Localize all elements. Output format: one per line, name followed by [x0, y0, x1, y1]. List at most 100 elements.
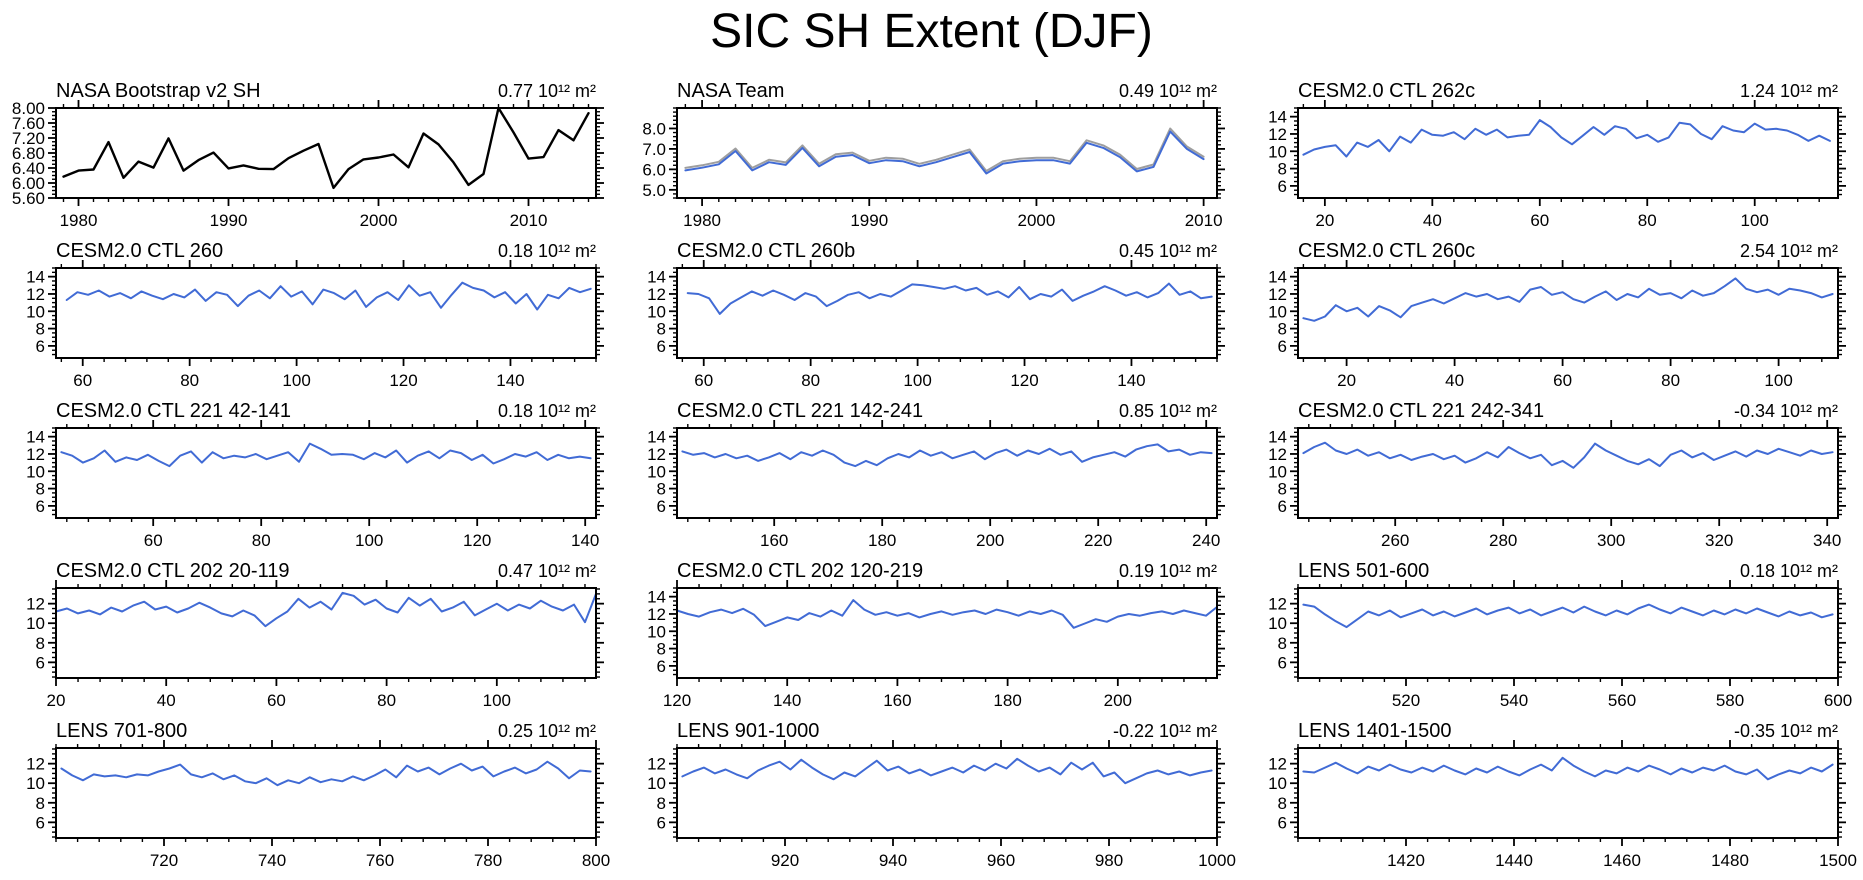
- data-line: [686, 282, 1213, 315]
- svg-text:14: 14: [1268, 108, 1287, 127]
- svg-text:2010: 2010: [510, 211, 548, 230]
- svg-text:960: 960: [987, 851, 1015, 870]
- svg-text:10: 10: [26, 614, 45, 633]
- svg-text:120: 120: [389, 371, 417, 390]
- svg-text:140: 140: [571, 531, 599, 550]
- svg-text:60: 60: [1553, 371, 1572, 390]
- panel-trend-annotation: -0.34 10¹² m²: [1733, 401, 1838, 421]
- chart-panel: CESM2.0 CTL 260 0.18 10¹² m² 60 80 100 120 1…: [0, 232, 621, 392]
- data-line: [62, 106, 590, 190]
- svg-text:8: 8: [1278, 794, 1287, 813]
- axis-ticks: [48, 260, 604, 366]
- svg-text:740: 740: [258, 851, 286, 870]
- svg-text:80: 80: [1638, 211, 1657, 230]
- panel-trend-annotation: 0.47 10¹² m²: [497, 561, 596, 581]
- svg-text:14: 14: [26, 268, 45, 287]
- svg-text:8: 8: [36, 320, 45, 339]
- svg-text:1500: 1500: [1819, 851, 1857, 870]
- svg-text:12: 12: [647, 755, 666, 774]
- panel-trend-annotation: 0.18 10¹² m²: [497, 401, 596, 421]
- panel-title: CESM2.0 CTL 260b: [677, 240, 856, 262]
- svg-text:12: 12: [26, 285, 45, 304]
- svg-text:10: 10: [1268, 614, 1287, 633]
- svg-text:6: 6: [36, 653, 45, 672]
- chart-panel: CESM2.0 CTL 262c 1.24 10¹² m² 20 40 60 80 10…: [1242, 72, 1863, 232]
- svg-text:100: 100: [1764, 371, 1792, 390]
- svg-text:280: 280: [1489, 531, 1517, 550]
- panel-trend-annotation: 0.85 10¹² m²: [1118, 401, 1217, 421]
- panel-grid: NASA Bootstrap v2 SH 0.77 10¹² m² 1980 19…: [0, 72, 1863, 872]
- svg-text:1980: 1980: [683, 211, 721, 230]
- svg-text:12: 12: [647, 445, 666, 464]
- panel-title: CESM2.0 CTL 221 42-141: [56, 400, 291, 422]
- axis-ticks: [669, 740, 1225, 846]
- svg-text:10: 10: [26, 774, 45, 793]
- panel-header: LENS 1401-1500 -0.35 10¹² m²: [1298, 720, 1838, 743]
- panel-trend-annotation: 0.18 10¹² m²: [1739, 561, 1838, 581]
- axis-frame: [676, 587, 1218, 679]
- svg-text:60: 60: [694, 371, 713, 390]
- chart-panel: CESM2.0 CTL 221 242-341 -0.34 10¹² m² 26…: [1242, 392, 1863, 552]
- data-line: [676, 599, 1218, 629]
- panel-trend-annotation: 0.49 10¹² m²: [1118, 81, 1217, 101]
- svg-text:10: 10: [1268, 774, 1287, 793]
- svg-text:260: 260: [1381, 531, 1409, 550]
- svg-text:20: 20: [1315, 211, 1334, 230]
- svg-text:2000: 2000: [360, 211, 398, 230]
- chart-panel: CESM2.0 CTL 202 20-119 0.47 10¹² m² 20 40…: [0, 552, 621, 712]
- svg-text:12: 12: [1268, 285, 1287, 304]
- chart-panel: LENS 901-1000 -0.22 10¹² m² 920 940 960 980…: [621, 712, 1242, 872]
- svg-text:8: 8: [657, 640, 666, 659]
- svg-text:8: 8: [1278, 160, 1287, 179]
- panel-header: CESM2.0 CTL 260 0.18 10¹² m²: [56, 240, 596, 263]
- svg-text:6: 6: [36, 813, 45, 832]
- svg-text:60: 60: [1530, 211, 1549, 230]
- svg-text:80: 80: [1661, 371, 1680, 390]
- axis-frame: [676, 267, 1218, 359]
- panel-trend-annotation: 0.19 10¹² m²: [1118, 561, 1217, 581]
- svg-text:540: 540: [1500, 691, 1528, 710]
- svg-text:12: 12: [1268, 595, 1287, 614]
- plot-lines: [1302, 756, 1834, 781]
- axis-ticks: [669, 260, 1225, 366]
- data-line: [1302, 119, 1831, 158]
- svg-text:60: 60: [73, 371, 92, 390]
- svg-text:720: 720: [150, 851, 178, 870]
- panel-title: CESM2.0 CTL 202 120-219: [677, 560, 924, 582]
- panel-header: CESM2.0 CTL 202 120-219 0.19 10¹² m²: [677, 560, 1217, 583]
- axis-labels: 1980 1990 2000 2010 5.0 6.07.0 8.0: [642, 119, 1222, 230]
- svg-text:160: 160: [883, 691, 911, 710]
- svg-text:8.00: 8.00: [12, 99, 45, 118]
- svg-text:100: 100: [282, 371, 310, 390]
- svg-text:12: 12: [647, 605, 666, 624]
- plot-lines: [684, 127, 1205, 175]
- svg-text:600: 600: [1824, 691, 1852, 710]
- panel-header: LENS 501-600 0.18 10¹² m²: [1298, 560, 1838, 583]
- axis-frame: [1297, 587, 1839, 679]
- data-line: [1302, 756, 1834, 781]
- svg-text:8: 8: [1278, 480, 1287, 499]
- svg-text:8: 8: [657, 320, 666, 339]
- axis-frame: [1297, 747, 1839, 839]
- svg-text:100: 100: [355, 531, 383, 550]
- panel-title: CESM2.0 CTL 202 20-119: [56, 560, 290, 582]
- chart-panel: NASA Bootstrap v2 SH 0.77 10¹² m² 1980 19…: [0, 72, 621, 232]
- panel-trend-annotation: 0.25 10¹² m²: [497, 721, 596, 741]
- svg-text:10: 10: [647, 774, 666, 793]
- plot-lines: [676, 599, 1218, 629]
- panel-header: CESM2.0 CTL 260c 2.54 10¹² m²: [1298, 240, 1838, 263]
- svg-text:6: 6: [36, 337, 45, 356]
- chart-panel: CESM2.0 CTL 221 42-141 0.18 10¹² m² 60 80…: [0, 392, 621, 552]
- axis-frame: [676, 747, 1218, 839]
